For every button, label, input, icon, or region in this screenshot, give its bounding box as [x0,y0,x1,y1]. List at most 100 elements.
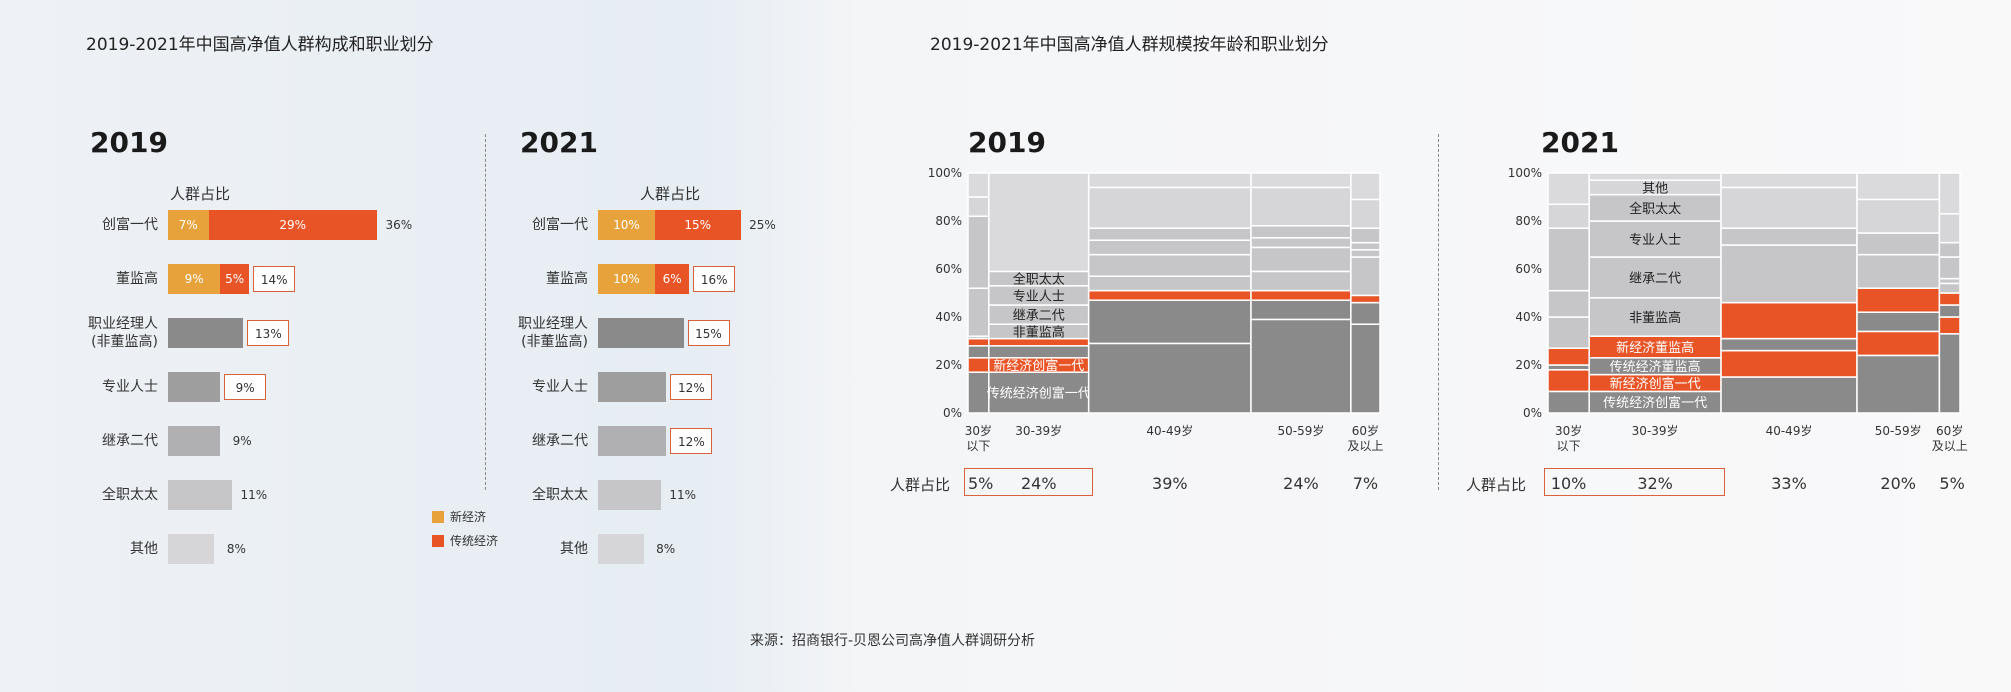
y-tick-label: 100% [928,166,962,180]
category-label: 其他 [560,541,588,557]
x-category-label: 30-39岁 [1632,423,1679,438]
marimekko-segment [1250,289,1352,301]
segment-label: 非董监高 [1013,324,1065,340]
marimekko-segment [967,371,990,414]
legend: 新经济 传统经济 [432,510,498,548]
marimekko-segment [1938,256,1961,280]
marimekko-segment [1087,342,1252,414]
marimekko-segment [1350,323,1381,414]
bar: 7% 29% [168,210,377,240]
x-category-label: 及以上 [1932,439,1968,453]
share-label-2021: 人群占比 [640,185,701,203]
marimekko-segment [967,337,990,347]
segment-label: 新经济创富一代 [1610,376,1701,392]
age-share-value: 32% [1637,474,1673,493]
x-category-label: 以下 [966,439,990,453]
marimekko-segment [967,357,990,373]
segment-label: 传统经济创富一代 [987,386,1091,402]
marimekko-segment-other [1547,172,1590,205]
bar [168,426,221,456]
marimekko-segment [1938,292,1961,306]
marimekko-segment-other [967,172,990,198]
legend-traditional-economy: 传统经济 [432,534,498,548]
category-label: 职业经理人 (非董监高) [88,316,158,350]
marimekko-segment [1856,354,1941,414]
x-category-label: 60岁 [1936,423,1963,438]
bar-total-label: 12% [670,374,713,400]
bar-total-label: 11% [240,488,268,502]
marimekko-segment [1087,239,1252,256]
category-label: 董监高 [546,271,588,287]
marimekko-segment [1938,241,1961,258]
y-tick-label: 40% [1515,310,1542,324]
marimekko-segment [1720,337,1858,352]
marimekko-segment [1938,316,1961,335]
marimekko-segment-other [1588,172,1722,181]
marimekko-segment [1350,301,1381,325]
bar [598,318,684,348]
y-tick-label: 20% [935,358,962,372]
source-note: 来源：招商银行-贝恩公司高净值人群调研分析 [750,633,1036,649]
legend-new-economy: 新经济 [432,510,498,524]
marimekko-segment-other [1250,172,1352,189]
marimekko-segment [1250,270,1352,292]
category-label: 专业人士 [532,379,588,395]
marimekko-segment [967,196,990,217]
marimekko-segment [1087,253,1252,277]
x-category-label: 及以上 [1347,439,1383,453]
marimekko-segment [1938,213,1961,244]
x-category-label: 40-49岁 [1766,423,1813,438]
marimekko-segment [1720,301,1858,340]
bar-total-label: 25% [749,218,776,232]
bar-segment-traditional-economy: 15% [655,210,741,240]
bar: 10% 15% [598,210,741,240]
segment-label: 专业人士 [1629,233,1681,248]
marimekko-segment [1547,203,1590,229]
marimekko-segment [1588,193,1722,222]
marimekko-segment-other [1938,172,1961,215]
legend-swatch-traditional [432,535,444,547]
marimekko-segment [1720,186,1858,229]
category-label: 职业经理人 (非董监高) [518,316,588,350]
marimekko-segment [1547,390,1590,414]
share-label-2019: 人群占比 [170,185,231,203]
bar-segment-traditional-economy: 29% [208,210,377,240]
x-category-label: 40-49岁 [1146,423,1193,438]
x-category-label: 50-59岁 [1277,423,1324,438]
age-share-value: 39% [1152,474,1188,493]
marimekko-segment [967,287,990,337]
bar [168,480,232,510]
marimekko-segment [1087,275,1252,292]
y-tick-label: 40% [935,310,962,324]
bar [598,534,644,564]
x-category-label: 以下 [1557,439,1581,453]
marimekko-segment [1720,227,1858,246]
marimekko-segment [1720,244,1858,304]
bar [168,318,244,348]
marimekko-segment [1087,227,1252,241]
segment-label: 专业人士 [1013,289,1065,304]
marimekko-segment [1350,294,1381,304]
marimekko-segment [1250,186,1352,227]
x-category-label: 50-59岁 [1875,423,1922,438]
segment-label: 全职太太 [1013,272,1065,288]
category-label: 继承二代 [102,433,158,449]
bar [168,534,215,564]
bar-total-label: 36% [385,218,413,232]
age-share-value: 33% [1771,474,1807,493]
segment-label: 新经济董监高 [1616,340,1694,356]
marimekko-segment-other [1087,172,1252,189]
marimekko-segment [1547,369,1590,393]
marimekko-segment [1250,299,1352,321]
right-year-2019: 2019 [968,126,1046,159]
bar-total-label: 9% [224,374,267,400]
category-label: 其他 [130,541,158,557]
marimekko-segment [1720,349,1858,378]
bar: 9% 5% [168,264,250,294]
bar-total-label: 9% [232,434,252,448]
share-highlight-box [1544,468,1726,496]
y-tick-label: 60% [1515,262,1542,276]
marimekko-segment [1856,198,1941,234]
